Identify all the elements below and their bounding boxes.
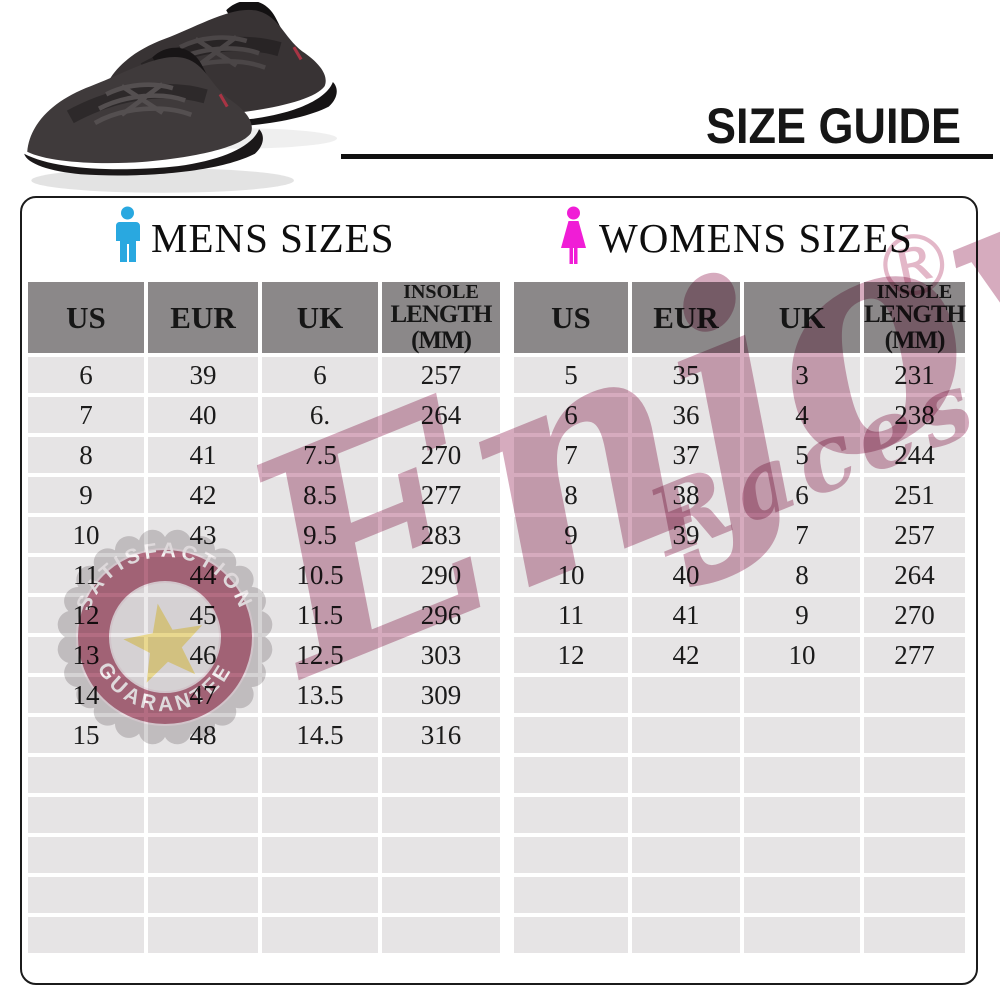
header-cell-womens-us: US bbox=[514, 282, 628, 354]
table-row: 15 48 14.5 316 bbox=[28, 717, 965, 754]
table-cell-empty bbox=[864, 677, 965, 714]
table-header-row: US EUR UK INSOLE LENGTH (MM) US EUR UK I… bbox=[28, 281, 966, 354]
womens-section-header: WOMENS SIZES bbox=[558, 206, 913, 266]
female-icon bbox=[561, 206, 586, 264]
table-row-empty bbox=[28, 837, 965, 874]
shoe-front bbox=[24, 47, 263, 176]
shoe-image bbox=[24, 2, 337, 193]
page-title: SIZE GUIDE bbox=[706, 97, 962, 155]
table-row: 8 41 7.5 270 7 37 5 244 bbox=[28, 437, 965, 474]
womens-section-label: WOMENS SIZES bbox=[599, 215, 913, 261]
table-cell-empty bbox=[632, 677, 740, 714]
header-cell-mens-uk: UK bbox=[262, 282, 378, 354]
table-cell-empty bbox=[864, 717, 965, 754]
table-cell-empty bbox=[632, 717, 740, 754]
table-row: 12 45 11.5 296 11 41 9 270 bbox=[28, 597, 965, 634]
male-icon bbox=[115, 206, 140, 262]
header-cell-womens-insole: INSOLE LENGTH (MM) bbox=[864, 281, 966, 354]
table-cell-empty bbox=[744, 677, 860, 714]
table-cell-empty bbox=[514, 677, 628, 714]
size-panel: MENS SIZES WOMENS SIZES US EUR UK INSOLE… bbox=[20, 196, 978, 985]
header-cell-mens-insole: INSOLE LENGTH (MM) bbox=[382, 282, 500, 354]
mens-section-header: MENS SIZES bbox=[114, 206, 395, 266]
table-spacer bbox=[504, 282, 510, 353]
table-row: 6 39 6 257 5 35 3 231 bbox=[28, 357, 965, 394]
table-row: 14 47 13.5 309 bbox=[28, 677, 965, 714]
table-row: 11 44 10.5 290 10 40 8 264 bbox=[28, 557, 965, 594]
table-row: 9 42 8.5 277 8 38 6 251 bbox=[28, 477, 965, 514]
table-row: 13 46 12.5 303 12 42 10 277 bbox=[28, 637, 965, 674]
table-cell-empty bbox=[514, 717, 628, 754]
table-row-empty bbox=[28, 917, 965, 954]
header-cell-womens-eur: EUR bbox=[632, 282, 740, 354]
table-row-empty bbox=[28, 877, 965, 914]
table-cell-empty bbox=[744, 717, 860, 754]
title-underline bbox=[341, 154, 993, 159]
header-cell-mens-eur: EUR bbox=[148, 282, 258, 354]
size-table: US EUR UK INSOLE LENGTH (MM) US EUR UK I… bbox=[24, 278, 969, 957]
table-row-empty bbox=[28, 797, 965, 834]
table-row: 10 43 9.5 283 9 39 7 257 bbox=[28, 517, 965, 554]
mens-section-label: MENS SIZES bbox=[151, 215, 395, 261]
table-row-empty bbox=[28, 757, 965, 794]
header-cell-womens-uk: UK bbox=[744, 282, 860, 354]
table-row: 7 40 6. 264 6 36 4 238 bbox=[28, 397, 965, 434]
header-cell-mens-us: US bbox=[28, 282, 144, 354]
